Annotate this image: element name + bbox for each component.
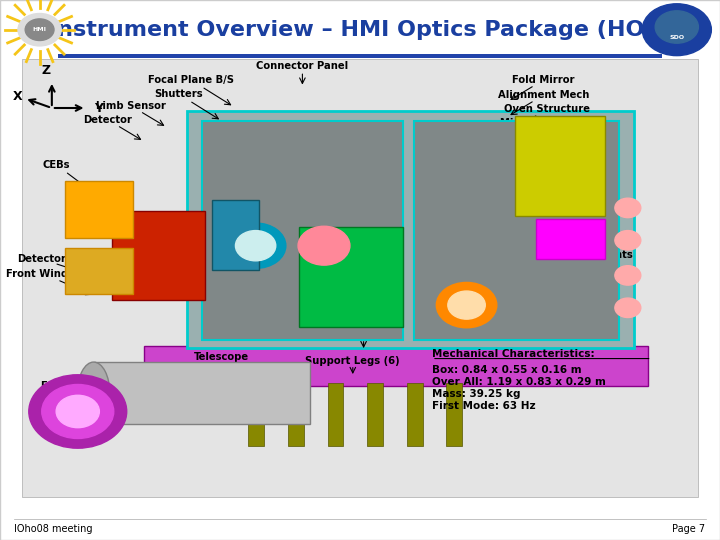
Text: SDO: SDO: [669, 35, 685, 40]
Bar: [112, 211, 205, 300]
Text: Vents: Vents: [602, 250, 634, 260]
Circle shape: [615, 198, 641, 218]
Text: First Mode: 63 Hz: First Mode: 63 Hz: [432, 401, 536, 410]
Text: Detector: Detector: [17, 254, 66, 264]
Circle shape: [298, 226, 350, 265]
Text: IOho08 meeting: IOho08 meeting: [14, 524, 93, 534]
Text: OP Structure: OP Structure: [327, 330, 400, 340]
Text: Instrument Overview – HMI Optics Package (HOP): Instrument Overview – HMI Optics Package…: [49, 19, 671, 40]
Text: Telescope: Telescope: [194, 353, 249, 362]
Text: Fold Mirror: Fold Mirror: [513, 75, 575, 85]
Ellipse shape: [78, 362, 110, 424]
Text: Front Window: Front Window: [6, 269, 84, 279]
Text: Oven Structure: Oven Structure: [504, 104, 590, 114]
Bar: [65, 181, 133, 238]
Bar: [288, 383, 304, 446]
Bar: [212, 200, 259, 270]
Text: Connector Panel: Connector Panel: [256, 61, 348, 71]
Text: Front Door: Front Door: [40, 381, 101, 391]
Circle shape: [642, 4, 711, 56]
Circle shape: [235, 231, 276, 261]
Text: Page 7: Page 7: [672, 524, 706, 534]
Text: HMI: HMI: [32, 27, 47, 32]
Text: Shutters: Shutters: [154, 89, 203, 99]
Circle shape: [448, 291, 485, 319]
Circle shape: [615, 266, 641, 285]
Text: Polarization Selector: Polarization Selector: [475, 295, 593, 305]
Bar: [515, 116, 605, 216]
Bar: [58, 54, 662, 58]
Text: Detector: Detector: [84, 115, 132, 125]
Text: Box: 0.84 x 0.55 x 0.16 m: Box: 0.84 x 0.55 x 0.16 m: [432, 365, 582, 375]
Bar: [22, 59, 698, 497]
Circle shape: [615, 298, 641, 318]
Text: Michelson Interf.: Michelson Interf.: [500, 118, 595, 128]
Circle shape: [225, 223, 286, 268]
Bar: [144, 346, 648, 386]
Bar: [299, 227, 403, 327]
Text: Support Legs (6): Support Legs (6): [305, 356, 400, 366]
Circle shape: [42, 384, 114, 438]
Text: Focus/Calibration Wheels: Focus/Calibration Wheels: [433, 308, 575, 318]
Bar: [328, 383, 343, 446]
Circle shape: [18, 14, 61, 46]
Bar: [202, 122, 403, 340]
Text: CEBs: CEBs: [42, 160, 70, 170]
Text: Y: Y: [94, 102, 103, 114]
Circle shape: [436, 282, 497, 328]
Bar: [536, 219, 605, 259]
Bar: [367, 383, 383, 446]
Text: Mass: 39.25 kg: Mass: 39.25 kg: [432, 389, 521, 399]
Bar: [446, 383, 462, 446]
Circle shape: [615, 231, 641, 250]
Circle shape: [29, 375, 127, 448]
Text: Limb Sensor: Limb Sensor: [96, 101, 166, 111]
Circle shape: [655, 11, 698, 43]
Bar: [414, 122, 619, 340]
Circle shape: [56, 395, 99, 428]
Text: Over All: 1.19 x 0.83 x 0.29 m: Over All: 1.19 x 0.83 x 0.29 m: [432, 377, 606, 387]
Text: Limb B/S: Limb B/S: [524, 269, 573, 279]
Bar: [65, 248, 133, 294]
Bar: [407, 383, 423, 446]
Text: Alignment Mech: Alignment Mech: [498, 90, 589, 100]
Bar: [187, 111, 634, 348]
Bar: [94, 362, 310, 424]
Text: X: X: [12, 90, 22, 103]
Text: Lyot Filter: Lyot Filter: [518, 131, 576, 141]
Text: Mechanical Characteristics:: Mechanical Characteristics:: [432, 349, 595, 359]
Text: Active Mirror: Active Mirror: [512, 282, 585, 292]
Bar: [248, 383, 264, 446]
Text: Z: Z: [42, 64, 50, 77]
Circle shape: [25, 19, 54, 40]
Text: Focal Plane B/S: Focal Plane B/S: [148, 75, 234, 85]
